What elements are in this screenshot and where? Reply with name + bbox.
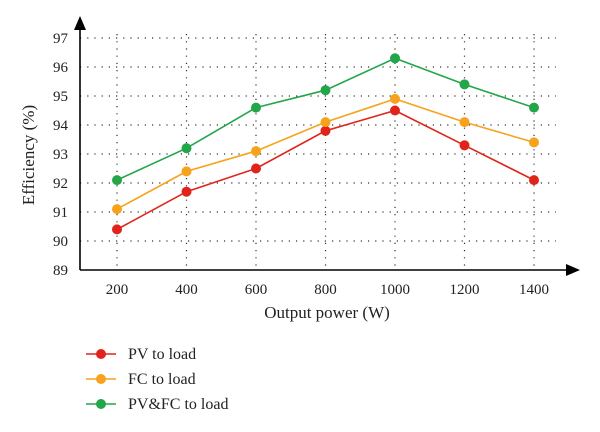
y-tick-label: 93 xyxy=(53,147,68,163)
legend-item: PV&FC to load xyxy=(86,396,228,413)
data-point xyxy=(529,137,539,148)
grid xyxy=(80,34,556,270)
series-3 xyxy=(112,53,539,186)
legend-item: FC to load xyxy=(86,371,196,388)
x-tick-label: 1400 xyxy=(519,282,549,298)
data-point xyxy=(390,105,400,116)
data-point xyxy=(251,146,261,157)
data-point xyxy=(529,175,539,186)
data-point xyxy=(320,117,331,128)
y-tick-label: 96 xyxy=(53,60,69,76)
data-point xyxy=(181,143,192,154)
x-tick-label: 200 xyxy=(106,282,129,298)
series-1 xyxy=(112,105,539,235)
y-tick-label: 90 xyxy=(53,234,68,250)
y-tick-label: 97 xyxy=(53,31,69,47)
legend-swatch-marker xyxy=(96,349,106,359)
data-point xyxy=(251,102,261,113)
x-tick-label: 1200 xyxy=(450,282,480,298)
y-axis-arrow xyxy=(74,16,86,30)
series-2 xyxy=(112,93,539,215)
y-tick-label: 95 xyxy=(53,89,68,105)
data-point xyxy=(112,224,122,235)
x-tick-label: 400 xyxy=(175,282,198,298)
data-point xyxy=(320,125,331,136)
x-tick-label: 1000 xyxy=(380,282,410,298)
y-tick-label: 92 xyxy=(53,176,68,192)
series-group xyxy=(112,53,539,235)
y-axis-title: Efficiency (%) xyxy=(19,105,38,205)
axes xyxy=(74,16,580,276)
data-point xyxy=(251,163,261,174)
legend-label: PV&FC to load xyxy=(128,396,228,413)
data-point xyxy=(320,85,331,96)
data-point xyxy=(181,166,192,177)
x-tick-label: 800 xyxy=(314,282,337,298)
legend-swatch-marker xyxy=(96,374,106,384)
data-point xyxy=(459,117,470,128)
data-point xyxy=(112,204,122,215)
legend: PV to load FC to load PV&FC to load xyxy=(86,346,228,413)
tick-labels: 200 400 600 800 1000 1200 1400 89 90 91 92 93 94 95 96… xyxy=(53,31,549,298)
legend-label: PV to load xyxy=(128,346,196,363)
legend-swatch-marker xyxy=(96,399,106,409)
legend-item: PV to load xyxy=(86,346,196,363)
data-point xyxy=(112,175,122,186)
y-tick-label: 94 xyxy=(53,118,69,134)
x-tick-label: 600 xyxy=(245,282,268,298)
data-point xyxy=(459,140,470,151)
data-point xyxy=(529,102,539,113)
data-point xyxy=(390,53,400,64)
data-point xyxy=(390,93,400,104)
legend-label: FC to load xyxy=(128,371,196,388)
y-tick-label: 89 xyxy=(53,263,68,279)
x-axis-arrow xyxy=(566,264,580,276)
y-tick-label: 91 xyxy=(53,205,68,221)
data-point xyxy=(181,186,192,197)
data-point xyxy=(459,79,470,90)
x-axis-title: Output power (W) xyxy=(264,303,390,322)
